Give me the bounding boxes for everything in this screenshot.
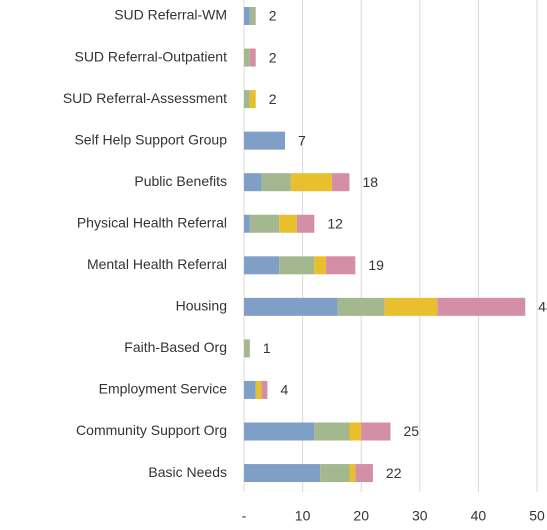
- bar-segment: [437, 297, 526, 316]
- bar-segment: [244, 90, 250, 109]
- bar-segment: [279, 256, 315, 275]
- bar-segment: [326, 256, 356, 275]
- x-tick-label: 10: [295, 508, 311, 524]
- total-label: 1: [263, 340, 271, 356]
- y-tick-label: Mental Health Referral: [87, 256, 227, 272]
- bar-segment: [355, 464, 373, 483]
- y-tick-label: Faith-Based Org: [124, 339, 227, 355]
- total-label: 22: [386, 465, 402, 481]
- y-tick-label: Self Help Support Group: [74, 131, 227, 147]
- bar-segment: [314, 422, 350, 441]
- total-label: 2: [269, 91, 277, 107]
- x-tick-label: 50: [529, 508, 545, 524]
- total-label: 2: [269, 8, 277, 24]
- bar-segment: [320, 464, 350, 483]
- bar-segment: [290, 173, 332, 192]
- bar-segment: [349, 464, 356, 483]
- total-label: 19: [368, 257, 384, 273]
- bar-segment: [244, 380, 256, 399]
- bar-segment: [261, 380, 268, 399]
- y-tick-label: Employment Service: [99, 381, 228, 397]
- bar-segment: [249, 7, 256, 25]
- bar-segment: [244, 214, 250, 233]
- bar-segment: [279, 214, 297, 233]
- bar-segment: [337, 297, 385, 316]
- bar-segment: [255, 380, 262, 399]
- bar-segment: [244, 131, 286, 150]
- bar-segment: [244, 297, 338, 316]
- total-label: 2: [269, 49, 277, 65]
- bar-segment: [249, 214, 280, 233]
- x-tick-label: 20: [353, 508, 369, 524]
- bar-segment: [244, 339, 250, 358]
- total-label: 12: [327, 215, 343, 231]
- bar-segment: [244, 48, 250, 67]
- y-tick-label: SUD Referral-Outpatient: [74, 48, 227, 64]
- bar-segment: [331, 173, 350, 192]
- y-tick-label: Community Support Org: [76, 422, 227, 438]
- y-tick-label: Basic Needs: [148, 464, 227, 480]
- total-label: 25: [404, 423, 420, 439]
- bar-segment: [244, 464, 321, 483]
- bar-segment: [244, 422, 315, 441]
- total-label: 48: [538, 299, 547, 315]
- y-tick-label: Housing: [176, 298, 227, 314]
- total-label: 4: [280, 382, 288, 398]
- y-tick-label: Physical Health Referral: [77, 214, 227, 230]
- bar-segment: [249, 48, 256, 67]
- y-tick-label: Public Benefits: [134, 173, 227, 189]
- x-tick-label: 30: [412, 508, 428, 524]
- bar-segment: [244, 256, 280, 275]
- bar-segment: [261, 173, 291, 192]
- total-label: 18: [362, 174, 378, 190]
- bar-segment: [296, 214, 315, 233]
- bar-segment: [314, 256, 327, 275]
- x-tick-label: 40: [471, 508, 487, 524]
- bar-segment: [244, 7, 250, 25]
- bar-segment: [361, 422, 391, 441]
- y-tick-label: SUD Referral-Assessment: [63, 90, 227, 106]
- y-tick-label: SUD Referral-WM: [114, 7, 227, 23]
- bar-segment: [349, 422, 362, 441]
- x-tick-label: -: [242, 508, 247, 524]
- total-label: 7: [298, 132, 306, 148]
- bar-segment: [249, 90, 256, 109]
- bar-segment: [384, 297, 438, 316]
- bar-segment: [244, 173, 262, 192]
